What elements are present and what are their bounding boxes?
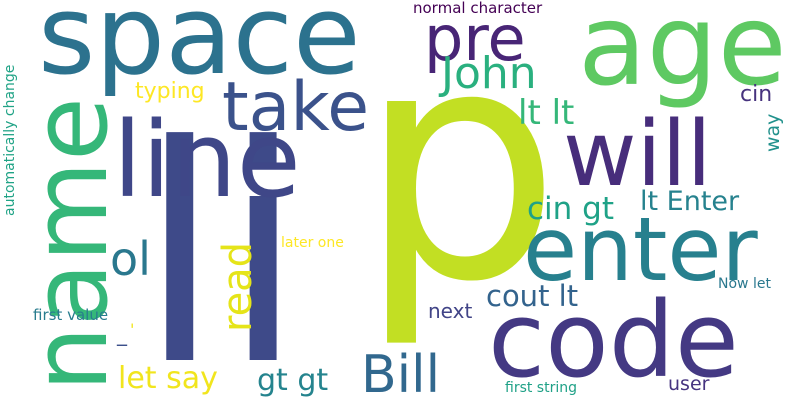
- word-take: take: [222, 68, 370, 147]
- word-read: read: [215, 241, 261, 332]
- word-john: John: [441, 48, 537, 99]
- word-pre: pre: [424, 2, 526, 75]
- word-bill: Bill: [361, 345, 441, 400]
- word-let-say: let say: [118, 361, 218, 396]
- word-automatically-change: automatically change: [2, 64, 18, 216]
- word-first-value: first value: [33, 306, 109, 324]
- word-ol: ol: [110, 232, 151, 286]
- word-first-string: first string: [505, 380, 577, 396]
- word-will: will: [563, 102, 712, 207]
- word-typing: typing: [135, 79, 205, 104]
- word-cin: cin: [740, 82, 773, 107]
- word-space: space: [38, 0, 361, 99]
- word-gt-gt: gt gt: [257, 363, 329, 398]
- word-lt-lt: lt lt: [518, 93, 575, 133]
- word-li: li: [138, 82, 305, 400]
- word-user: user: [668, 373, 710, 395]
- word-enter: enter: [523, 198, 758, 301]
- word-normal-character: normal character: [413, 0, 543, 17]
- word-cin-gt: cin gt: [527, 191, 614, 227]
- word-quote: ': [130, 320, 135, 339]
- word-way: way: [762, 113, 784, 152]
- word-now-let: Now let: [718, 276, 771, 292]
- word-later-one: later one: [281, 235, 344, 251]
- word-underscore: _: [117, 322, 127, 346]
- word-line: line: [113, 99, 301, 221]
- word-next: next: [428, 299, 473, 323]
- word-code: code: [488, 279, 739, 400]
- word-age: age: [578, 0, 787, 111]
- word-p: p: [358, 0, 562, 352]
- word-cout-lt: cout lt: [486, 279, 579, 313]
- word-lt-enter: lt Enter: [640, 186, 740, 217]
- word-name: name: [9, 97, 131, 392]
